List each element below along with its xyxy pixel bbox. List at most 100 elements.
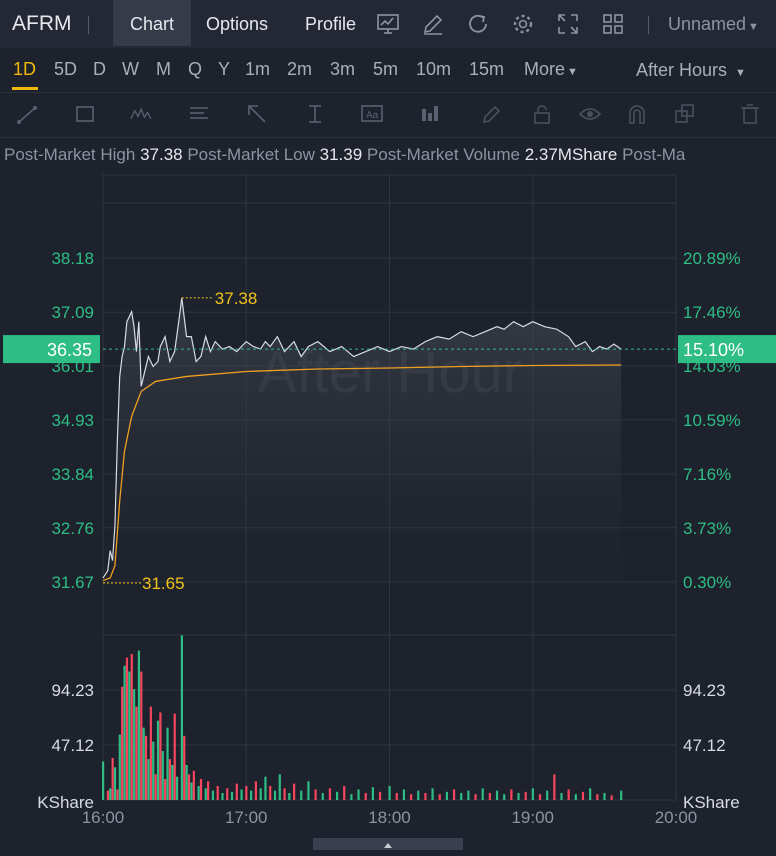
current-price-badge bbox=[3, 335, 100, 364]
volume-bar bbox=[524, 791, 527, 800]
chevron-up-icon bbox=[384, 843, 392, 848]
volume-bars bbox=[102, 635, 623, 800]
volume-bar bbox=[133, 689, 136, 800]
volume-bar bbox=[431, 788, 434, 800]
arrow-tool-icon[interactable] bbox=[246, 103, 270, 125]
volume-bar bbox=[137, 650, 141, 800]
period-1d[interactable]: 1D bbox=[13, 59, 37, 79]
text-tool-icon[interactable]: Aa bbox=[360, 103, 384, 125]
top-bar: AFRM Chart Options Profile Unnamed ▼ bbox=[0, 0, 776, 48]
stat-label: Post-Ma bbox=[622, 145, 686, 164]
period-w[interactable]: W bbox=[122, 59, 139, 79]
line-tool-icon[interactable] bbox=[16, 103, 40, 125]
period-3m[interactable]: 3m bbox=[330, 59, 356, 79]
volume-bar bbox=[173, 713, 176, 800]
period-5m[interactable]: 5m bbox=[373, 59, 399, 79]
volume-bar bbox=[197, 785, 200, 800]
current-pct-label: 15.10% bbox=[683, 340, 744, 360]
measure-tool-icon[interactable] bbox=[304, 103, 328, 125]
volume-bar bbox=[288, 792, 291, 800]
fib-tool-icon[interactable] bbox=[188, 103, 212, 125]
period-y[interactable]: Y bbox=[218, 59, 231, 79]
volume-bar bbox=[144, 735, 148, 800]
volume-tick-label: 47.12 bbox=[683, 736, 726, 755]
layout-icon[interactable] bbox=[601, 12, 625, 36]
volume-bar bbox=[226, 788, 229, 800]
period-2m[interactable]: 2m bbox=[287, 59, 313, 79]
volume-bar bbox=[176, 776, 179, 800]
period-q[interactable]: Q bbox=[188, 59, 203, 79]
refresh-icon[interactable] bbox=[466, 12, 490, 36]
pattern-tool-icon[interactable] bbox=[130, 103, 154, 125]
session-label: After Hours bbox=[636, 60, 728, 80]
volume-bar bbox=[371, 787, 374, 800]
volume-bar bbox=[293, 783, 296, 800]
period-1m[interactable]: 1m bbox=[245, 59, 271, 79]
volume-bar bbox=[495, 790, 499, 800]
draw-icon[interactable] bbox=[421, 12, 445, 36]
volume-bar bbox=[620, 790, 623, 800]
volume-bar bbox=[395, 792, 398, 800]
pct-tick-label: 17.46% bbox=[683, 303, 741, 322]
copy-icon[interactable] bbox=[673, 103, 697, 125]
magnet-icon[interactable] bbox=[625, 103, 649, 125]
volume-bar bbox=[183, 735, 186, 800]
period-m[interactable]: M bbox=[156, 59, 171, 79]
pct-tick-label: 0.30% bbox=[683, 573, 731, 592]
volume-bar bbox=[343, 785, 346, 800]
lock-icon[interactable] bbox=[530, 103, 554, 125]
time-tick-label: 16:00 bbox=[82, 808, 125, 827]
pct-tick-label: 7.16% bbox=[683, 465, 731, 484]
fullscreen-icon[interactable] bbox=[556, 12, 580, 36]
collapse-handle[interactable] bbox=[313, 838, 463, 850]
period-d[interactable]: D bbox=[93, 59, 106, 79]
eye-icon[interactable] bbox=[578, 103, 602, 125]
chevron-down-icon: ▼ bbox=[748, 21, 759, 33]
time-tick-label: 19:00 bbox=[511, 808, 554, 827]
pen-icon[interactable] bbox=[480, 103, 504, 125]
tab-profile[interactable]: Profile bbox=[305, 14, 357, 34]
volume-bar bbox=[118, 734, 121, 800]
high-low-marks: 37.38 31.65 bbox=[103, 289, 257, 593]
volume-bar bbox=[321, 792, 324, 800]
volume-bar bbox=[424, 792, 427, 800]
drawing-toolbar bbox=[0, 92, 776, 138]
pct-tick-label: 10.59% bbox=[683, 411, 741, 430]
volume-bar bbox=[109, 788, 112, 800]
bar-tool-icon[interactable] bbox=[418, 103, 442, 125]
stat-label: Post-Market Volume bbox=[366, 145, 520, 164]
rect-tool-icon[interactable] bbox=[74, 103, 98, 125]
more-label: More bbox=[524, 59, 566, 79]
tab-chart[interactable]: Chart bbox=[113, 0, 191, 46]
volume-bar bbox=[185, 764, 188, 800]
stat-label: Post-Market Low bbox=[187, 145, 315, 164]
period-5d[interactable]: 5D bbox=[54, 59, 78, 79]
volume-bar bbox=[417, 790, 420, 800]
settings-icon[interactable] bbox=[511, 12, 535, 36]
volume-bar bbox=[106, 790, 109, 800]
volume-bar bbox=[190, 782, 193, 800]
tab-options[interactable]: Options bbox=[206, 14, 269, 34]
period-10m[interactable]: 10m bbox=[416, 59, 452, 79]
active-period-underline bbox=[12, 87, 38, 90]
volume-bar bbox=[259, 788, 262, 800]
chevron-down-icon: ▼ bbox=[567, 66, 578, 78]
session-dropdown[interactable]: After Hours ▼ bbox=[636, 60, 746, 81]
current-pct-badge bbox=[678, 335, 776, 364]
volume-unit-label: KShare bbox=[683, 793, 740, 812]
volume-bar bbox=[207, 781, 210, 800]
volume-bar bbox=[161, 750, 164, 800]
volume-bar bbox=[388, 785, 391, 800]
volume-bar bbox=[147, 759, 150, 800]
volume-bar bbox=[452, 789, 456, 800]
layout-name-dropdown[interactable]: Unnamed ▼ bbox=[668, 14, 759, 35]
volume-bar bbox=[560, 792, 563, 800]
ticker-symbol[interactable]: AFRM bbox=[12, 12, 72, 35]
volume-bar bbox=[125, 657, 129, 800]
volume-bar bbox=[204, 788, 207, 800]
trash-icon[interactable] bbox=[738, 103, 762, 125]
period-15m[interactable]: 15m bbox=[469, 59, 505, 79]
more-dropdown[interactable]: More ▼ bbox=[524, 59, 578, 80]
indicator-icon[interactable] bbox=[376, 12, 400, 36]
